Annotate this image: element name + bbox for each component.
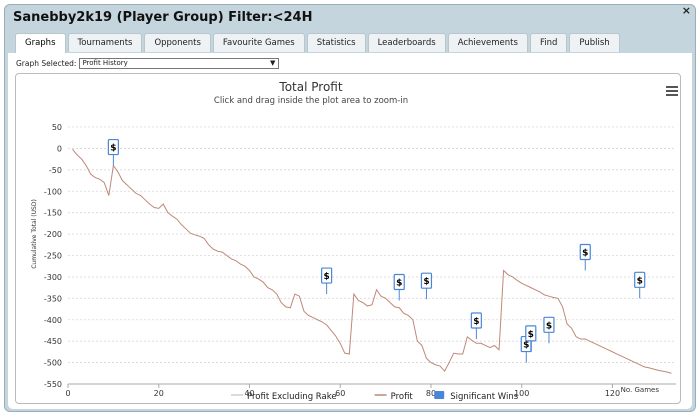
- x-tick-label: 40: [244, 389, 254, 398]
- dropdown-arrow-icon: ▼: [270, 59, 276, 67]
- y-tick-label: -200: [44, 230, 62, 239]
- x-tick-label: 60: [335, 389, 345, 398]
- tab-find[interactable]: Find: [529, 33, 568, 52]
- tab-bar: Graphs Tournaments Opponents Favourite Game…: [15, 33, 620, 54]
- y-axis-ticks: 50 0 -50 -100 -150 -200 -250 -300 -350 -400 -450 -5…: [44, 123, 62, 389]
- y-tick-label: 50: [52, 123, 62, 132]
- legend-label: Profit Excluding Rake: [247, 392, 337, 402]
- legend-swatch: [434, 391, 445, 399]
- graphs-panel: Graph Selected: Profit History ▼ Total P…: [8, 53, 692, 409]
- x-tick-label: 80: [426, 389, 436, 398]
- chart-container[interactable]: Total Profit Click and drag inside the p…: [15, 73, 681, 404]
- tab-statistics[interactable]: Statistics: [306, 33, 366, 52]
- y-tick-label: -550: [44, 380, 62, 389]
- title-bar: Sanebby2k19 (Player Group) Filter:<24H ×: [5, 5, 695, 33]
- tab-favourite-games[interactable]: Favourite Games: [212, 33, 305, 52]
- marker-label: $: [396, 278, 402, 288]
- marker-label: $: [582, 248, 588, 258]
- x-tick-label: 100: [514, 389, 529, 398]
- legend-item-profit[interactable]: Profit: [374, 392, 414, 402]
- marker-flag: [634, 271, 646, 288]
- significant-win-marker[interactable]: $: [525, 325, 537, 352]
- marker-label: $: [637, 276, 643, 286]
- x-tick-label: 0: [65, 389, 70, 398]
- tab-graphs[interactable]: Graphs: [15, 33, 66, 54]
- graph-selected-label: Graph Selected:: [16, 59, 77, 68]
- tab-tournaments[interactable]: Tournaments: [67, 33, 143, 52]
- significant-win-marker[interactable]: $: [107, 138, 119, 166]
- tab-opponents[interactable]: Opponents: [144, 33, 211, 52]
- marker-flag: [321, 267, 333, 284]
- chart-title: Total Profit: [278, 80, 342, 94]
- graph-select-value: Profit History: [82, 59, 128, 67]
- y-tick-label: -500: [44, 359, 62, 368]
- graph-select-dropdown[interactable]: Profit History ▼: [79, 58, 280, 69]
- tab-publish[interactable]: Publish: [569, 33, 620, 52]
- y-tick-label: -150: [44, 209, 62, 218]
- y-axis-label: Cumulative Total (USD): [31, 199, 38, 269]
- chart-subtitle: Click and drag inside the plot area to z…: [214, 96, 408, 106]
- significant-win-marker[interactable]: $: [420, 272, 433, 300]
- series-lines: [72, 148, 672, 374]
- marker-label: $: [546, 321, 552, 331]
- y-tick-label: -450: [44, 337, 62, 346]
- chart-legend[interactable]: Profit Excluding Rake Profit Significant W…: [231, 391, 519, 402]
- marker-label: $: [523, 341, 529, 351]
- graph-selector: Graph Selected: Profit History ▼: [16, 58, 280, 69]
- legend-label: Significant Wins: [450, 392, 519, 402]
- tab-achievements[interactable]: Achievements: [447, 33, 528, 52]
- y-tick-label: -50: [49, 166, 62, 175]
- legend-item-profit-excluding-rake[interactable]: Profit Excluding Rake: [231, 392, 337, 402]
- close-icon[interactable]: ×: [681, 4, 691, 17]
- profit-chart[interactable]: Total Profit Click and drag inside the p…: [16, 74, 682, 405]
- significant-win-markers: $$$ $$$$$$$: [107, 138, 646, 363]
- legend-label: Profit: [391, 392, 414, 402]
- y-tick-label: -300: [44, 273, 62, 282]
- legend-item-significant-wins[interactable]: Significant Wins: [434, 391, 519, 402]
- marker-label: $: [528, 330, 534, 340]
- marker-label: $: [323, 272, 329, 282]
- x-axis-label: No. Games: [621, 386, 660, 394]
- x-tick-label: 120: [605, 389, 620, 398]
- x-axis-ticks: 0 20 40 60 80 100 120: [65, 384, 620, 398]
- marker-label: $: [423, 277, 429, 287]
- significant-win-marker[interactable]: $: [393, 273, 405, 301]
- y-tick-label: -350: [44, 294, 62, 303]
- hamburger-menu-icon[interactable]: [666, 86, 678, 96]
- marker-label: $: [110, 144, 116, 154]
- window-title: Sanebby2k19 (Player Group) Filter:<24H: [13, 10, 313, 25]
- y-tick-label: 0: [57, 144, 62, 153]
- tab-leaderboards[interactable]: Leaderboards: [367, 33, 446, 52]
- profit-line: [72, 148, 672, 374]
- y-tick-label: -100: [44, 187, 62, 196]
- marker-label: $: [473, 317, 479, 327]
- x-tick-label: 20: [154, 389, 164, 398]
- report-window: Sanebby2k19 (Player Group) Filter:<24H ×…: [4, 4, 696, 412]
- significant-win-marker[interactable]: $: [543, 316, 555, 344]
- significant-win-marker[interactable]: $: [634, 271, 646, 299]
- grid-lines: [68, 126, 676, 385]
- significant-win-marker[interactable]: $: [321, 267, 333, 295]
- significant-win-marker[interactable]: $: [579, 243, 591, 271]
- y-tick-label: -400: [44, 316, 62, 325]
- significant-win-marker[interactable]: $: [470, 312, 482, 340]
- y-tick-label: -250: [44, 252, 62, 261]
